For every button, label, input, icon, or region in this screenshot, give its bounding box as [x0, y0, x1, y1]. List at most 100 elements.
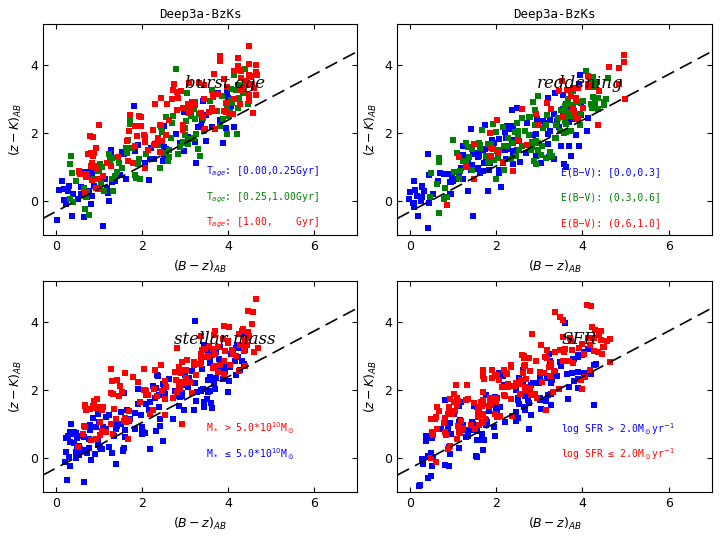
Point	[557, 316, 569, 325]
Point	[234, 365, 246, 374]
Point	[96, 221, 108, 230]
Point	[417, 183, 428, 191]
Point	[89, 397, 100, 406]
Point	[103, 188, 114, 197]
Point	[189, 100, 200, 109]
Point	[582, 114, 594, 123]
Point	[549, 89, 561, 97]
Point	[585, 370, 597, 379]
Point	[227, 350, 238, 359]
Point	[132, 384, 144, 393]
Point	[497, 159, 508, 167]
Point	[566, 109, 577, 118]
Point	[451, 435, 462, 443]
Point	[219, 367, 230, 376]
Point	[76, 182, 87, 191]
Text: M$_*$ ≤ 5.0*10$^{10}$M$_\odot$: M$_*$ ≤ 5.0*10$^{10}$M$_\odot$	[207, 446, 295, 462]
Point	[580, 67, 592, 76]
Point	[129, 424, 140, 433]
Point	[81, 192, 92, 201]
Point	[516, 350, 527, 359]
Point	[169, 387, 181, 395]
Point	[559, 356, 570, 365]
Point	[430, 413, 441, 422]
Point	[450, 381, 462, 389]
Point	[564, 107, 575, 116]
Point	[416, 193, 428, 201]
Point	[593, 86, 605, 95]
Point	[212, 343, 224, 352]
Point	[510, 152, 521, 161]
Point	[162, 156, 174, 165]
Point	[197, 113, 208, 122]
Point	[604, 334, 616, 343]
Point	[565, 336, 577, 345]
Point	[112, 375, 123, 384]
Point	[582, 334, 594, 342]
Point	[207, 364, 219, 373]
Point	[66, 152, 77, 160]
Point	[505, 154, 517, 163]
Point	[462, 431, 474, 440]
Point	[173, 94, 184, 103]
Point	[534, 379, 545, 388]
Point	[444, 418, 456, 427]
Point	[519, 126, 531, 135]
Point	[544, 147, 556, 156]
Point	[554, 313, 566, 321]
Point	[209, 350, 220, 359]
Point	[473, 404, 485, 413]
Point	[176, 357, 188, 366]
Point	[63, 453, 75, 461]
Point	[84, 444, 95, 453]
Point	[557, 105, 569, 113]
Point	[453, 444, 464, 453]
Point	[84, 186, 95, 195]
Point	[93, 121, 104, 130]
Point	[204, 342, 215, 350]
Point	[498, 390, 510, 399]
Point	[166, 94, 178, 103]
Point	[208, 375, 220, 384]
Point	[182, 140, 194, 149]
Point	[231, 130, 243, 139]
Point	[523, 398, 534, 407]
Point	[564, 152, 576, 160]
Point	[472, 164, 483, 172]
Point	[152, 372, 163, 380]
Point	[160, 377, 171, 386]
Point	[526, 380, 537, 389]
Point	[127, 373, 139, 381]
Point	[530, 137, 541, 145]
Point	[96, 427, 108, 436]
Point	[132, 378, 143, 387]
Point	[138, 131, 150, 139]
Point	[243, 332, 255, 341]
Point	[514, 374, 526, 382]
Point	[120, 369, 131, 377]
Point	[550, 134, 562, 143]
Point	[68, 438, 80, 447]
Point	[180, 379, 192, 387]
Point	[158, 122, 170, 130]
Point	[489, 397, 500, 406]
Point	[582, 127, 593, 136]
Point	[423, 453, 434, 462]
Point	[582, 334, 594, 342]
Point	[93, 185, 104, 193]
Point	[462, 186, 474, 195]
Point	[574, 120, 585, 129]
Point	[116, 147, 127, 156]
Point	[78, 421, 89, 430]
Point	[590, 360, 602, 368]
Point	[158, 153, 170, 161]
Point	[161, 147, 172, 156]
Point	[212, 89, 223, 97]
Point	[64, 159, 76, 168]
Point	[439, 413, 451, 422]
Point	[142, 145, 153, 154]
Point	[122, 157, 134, 165]
Point	[423, 198, 435, 207]
Point	[144, 409, 156, 418]
Point	[122, 137, 133, 146]
